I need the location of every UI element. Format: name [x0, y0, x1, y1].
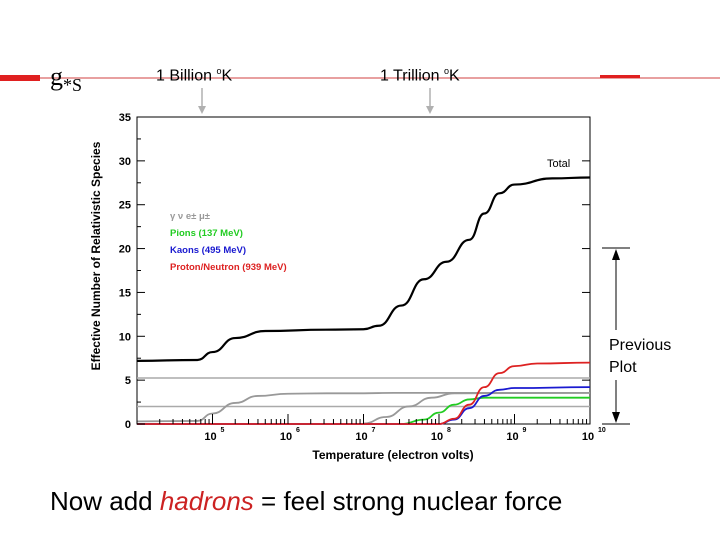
marker-1-trillion: 1 Trillion oK — [380, 66, 460, 85]
gstar-symbol: g*S — [50, 62, 82, 96]
x-tick-exp-0: 5 — [221, 427, 225, 434]
x-tick-label-3: 10 — [431, 431, 443, 443]
gstar-subscript: *S — [63, 75, 83, 96]
y-tick-label-1: 5 — [125, 375, 131, 387]
title-rule — [0, 77, 720, 79]
x-tick-exp-1: 6 — [296, 427, 300, 434]
marker-1-pointer-head — [198, 106, 206, 114]
x-tick-label-4: 10 — [506, 431, 518, 443]
series-line-2 — [363, 391, 591, 425]
x-tick-exp-5: 10 — [598, 427, 606, 434]
series-line-1 — [136, 391, 590, 423]
y-tick-label-4: 20 — [119, 244, 131, 256]
marker-1-unit: K — [221, 67, 233, 85]
total-label: Total — [547, 158, 570, 170]
y-tick-label-0: 0 — [125, 419, 131, 431]
marker-2-value: 1 Trillion — [380, 67, 440, 85]
x-tick-exp-4: 9 — [523, 427, 527, 434]
series-layer — [136, 176, 591, 425]
x-axis-label: Temperature (electron volts) — [312, 448, 473, 462]
y-axis-label: Effective Number of Relativistic Species — [89, 141, 103, 370]
title-rule-accent-left — [0, 75, 40, 81]
marker-1-billion: 1 Billion oK — [156, 66, 232, 85]
gstar-main: g — [50, 62, 63, 91]
caption-highlight: hadrons — [159, 486, 254, 516]
bracket-label: Previous Plot — [609, 335, 671, 379]
x-tick-label-0: 10 — [204, 431, 216, 443]
bracket-label-line1: Previous — [609, 337, 672, 354]
marker-2-unit: K — [449, 67, 460, 85]
bracket-label-line2: Plot — [609, 359, 637, 376]
marker-1-degree: o — [216, 66, 222, 76]
marker-2-pointer-head — [426, 106, 434, 114]
marker-2-degree: o — [444, 66, 450, 76]
legend-entry-1: Pions (137 MeV) — [170, 228, 243, 239]
bracket-arrow-down — [612, 412, 620, 423]
series-line-5 — [137, 361, 591, 425]
legend-entry-2: Kaons (495 MeV) — [170, 245, 246, 256]
x-tick-exp-3: 8 — [447, 427, 451, 434]
marker-1-value: 1 Billion — [156, 67, 213, 85]
y-tick-label-2: 10 — [119, 331, 131, 343]
x-tick-label-2: 10 — [355, 431, 367, 443]
reference-lines — [137, 377, 590, 408]
legend-entry-3: Proton/Neutron (939 MeV) — [170, 262, 287, 273]
title-rule-accent-right — [600, 75, 640, 78]
legend: γ ν e± μ± Pions (137 MeV) Kaons (495 MeV) P… — [170, 211, 287, 273]
bottom-caption: Now add hadrons = feel strong nuclear fo… — [50, 486, 562, 517]
y-tick-label-7: 35 — [119, 112, 131, 124]
series-line-0 — [136, 176, 591, 362]
caption-before: Now add — [50, 486, 160, 516]
x-tick-label-1: 10 — [280, 431, 292, 443]
caption-after: = feel strong nuclear force — [253, 486, 563, 516]
y-tick-label-3: 15 — [119, 287, 131, 299]
y-tick-label-6: 30 — [119, 156, 131, 168]
x-tick-exp-2: 7 — [372, 427, 376, 434]
bracket-arrow-up — [612, 249, 620, 260]
x-tick-label-5: 10 — [582, 431, 594, 443]
legend-entry-0: γ ν e± μ± — [170, 211, 210, 222]
axis-layer: 0 5 10 15 20 25 30 35 10 5 10 6 10 7 10 8 10 9 10 10 — [119, 112, 606, 443]
y-tick-label-5: 25 — [119, 200, 131, 212]
